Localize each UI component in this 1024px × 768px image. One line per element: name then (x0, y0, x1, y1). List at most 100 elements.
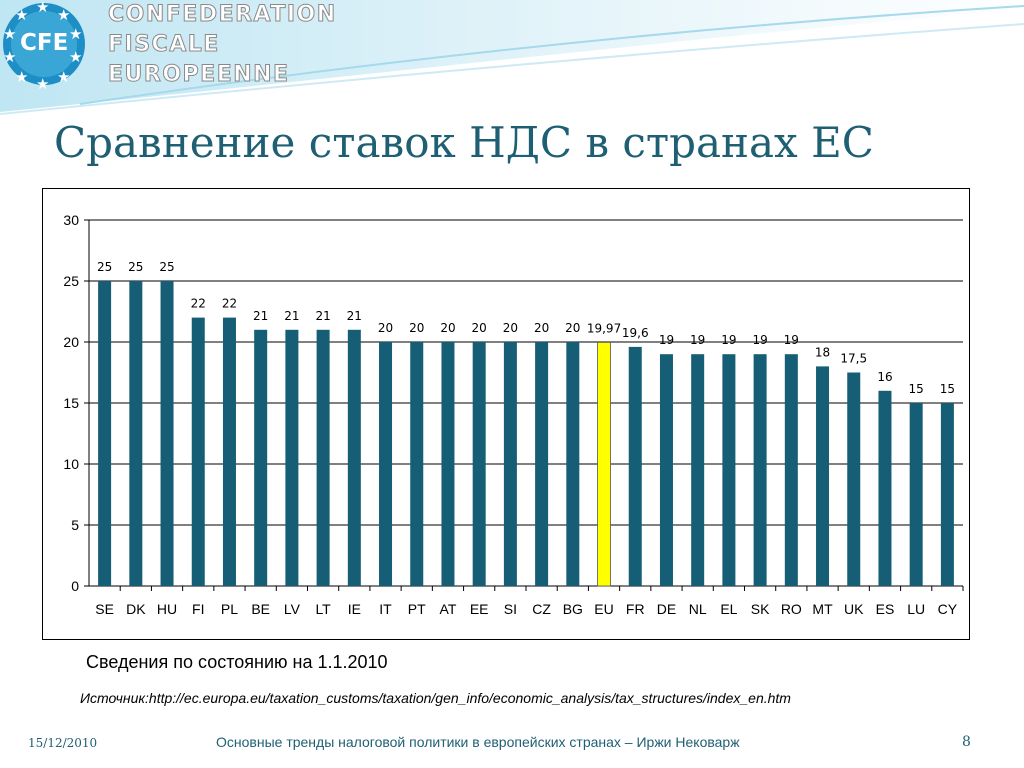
data-label-be: 21 (253, 309, 268, 323)
bar-cz (535, 342, 549, 586)
bar-it (379, 342, 393, 586)
x-tick-label-lt: LT (315, 601, 331, 617)
data-label-pl: 22 (222, 297, 237, 311)
chart-frame: 0 5 10 15 20 25 30 25 SE 25 DK 25 HU 22 FI 22 PL 21 BE 21 LV… (42, 188, 970, 640)
bar-mt (816, 366, 830, 586)
bar-sk (753, 354, 767, 586)
x-tick-label-fr: FR (626, 601, 645, 617)
x-tick-label-it: IT (379, 601, 392, 617)
data-label-de: 19 (659, 333, 674, 347)
x-tick-label-pl: PL (221, 601, 238, 617)
x-tick-label-fi: FI (192, 601, 204, 617)
slide-title: Сравнение ставок НДС в странах ЕС (54, 118, 874, 167)
x-tick-label-ie: IE (348, 601, 361, 617)
y-tick-label: 30 (63, 212, 79, 228)
x-tick-label-hu: HU (157, 601, 177, 617)
data-label-lv: 21 (284, 309, 299, 323)
cfe-logo-icon (3, 3, 85, 85)
x-tick-label-dk: DK (126, 601, 146, 617)
x-tick-label-mt: MT (812, 601, 833, 617)
y-tick-label: 5 (71, 517, 79, 533)
data-label-mt: 18 (815, 345, 830, 359)
x-tick-label-sk: SK (751, 601, 770, 617)
bar-at (441, 342, 455, 586)
bar-fi (191, 317, 205, 586)
x-tick-label-nl: NL (689, 601, 707, 617)
bar-hu (160, 281, 174, 586)
bar-nl (691, 354, 705, 586)
footer-date: 15/12/2010 (28, 736, 98, 750)
data-label-bg: 20 (565, 321, 580, 335)
cfe-logo-text: CFE (20, 30, 69, 56)
bar-pl (222, 317, 236, 586)
data-label-eu: 19,97 (587, 321, 621, 335)
x-tick-label-bg: BG (563, 601, 583, 617)
data-label-dk: 25 (128, 260, 143, 274)
x-tick-label-de: DE (657, 601, 676, 617)
x-tick-label-ro: RO (781, 601, 802, 617)
bar-be (254, 329, 268, 586)
bar-si (503, 342, 517, 586)
data-label-ie: 21 (347, 309, 362, 323)
data-label-sk: 19 (752, 333, 767, 347)
y-tick-label: 20 (63, 334, 79, 350)
data-label-at: 20 (440, 321, 455, 335)
x-tick-label-lv: LV (284, 601, 301, 617)
bar-fr (628, 346, 642, 586)
bar-uk (847, 372, 861, 586)
data-label-ee: 20 (472, 321, 487, 335)
bar-dk (129, 281, 143, 586)
bar-de (659, 354, 673, 586)
data-label-ro: 19 (784, 333, 799, 347)
org-name-line3: EUROPEENNE (108, 62, 290, 88)
data-label-uk: 17,5 (840, 352, 867, 366)
data-label-cy: 15 (940, 382, 955, 396)
data-label-lu: 15 (909, 382, 924, 396)
data-label-nl: 19 (690, 333, 705, 347)
x-tick-label-lu: LU (907, 601, 925, 617)
bar-es (878, 390, 892, 586)
y-tick-label: 25 (63, 273, 79, 289)
x-tick-label-el: EL (720, 601, 737, 617)
x-tick-label-cy: CY (938, 601, 958, 617)
x-tick-label-cz: CZ (532, 601, 551, 617)
x-tick-label-se: SE (95, 601, 114, 617)
bar-bg (566, 342, 580, 586)
data-label-it: 20 (378, 321, 393, 335)
source-note: Источник:http://ec.europa.eu/taxation_cu… (80, 690, 791, 706)
footer-text: Основные тренды налоговой политики в евр… (216, 734, 740, 750)
data-label-fi: 22 (191, 297, 206, 311)
bar-lv (285, 329, 299, 586)
vat-rate-bar-chart: 0 5 10 15 20 25 30 25 SE 25 DK 25 HU 22 FI 22 PL 21 BE 21 LV… (63, 212, 964, 617)
data-label-es: 16 (877, 370, 892, 384)
as-of-note: Сведения по состоянию на 1.1.2010 (86, 652, 388, 672)
org-name-line2: FISCALE (108, 32, 220, 58)
x-tick-label-ee: EE (470, 601, 489, 617)
data-label-cz: 20 (534, 321, 549, 335)
data-label-pt: 20 (409, 321, 424, 335)
data-label-si: 20 (503, 321, 518, 335)
x-tick-label-at: AT (440, 601, 457, 617)
x-tick-label-eu: EU (594, 601, 613, 617)
x-tick-label-be: BE (251, 601, 270, 617)
bar-ee (472, 342, 486, 586)
data-label-fr: 19,6 (622, 326, 649, 340)
page-number: 8 (962, 734, 971, 750)
bar-ro (784, 354, 798, 586)
bar-eu (597, 341, 611, 587)
org-name-line1: CONFEDERATION (108, 2, 337, 28)
header-decoration (0, 0, 1024, 115)
bar-lt (316, 329, 330, 586)
x-tick-label-es: ES (876, 601, 895, 617)
y-tick-label: 15 (63, 395, 79, 411)
bar-pt (410, 342, 424, 586)
bar-lu (909, 403, 923, 586)
data-label-lt: 21 (315, 309, 330, 323)
x-tick-label-pt: PT (408, 601, 426, 617)
bar-el (722, 354, 736, 586)
data-label-el: 19 (721, 333, 736, 347)
data-label-hu: 25 (159, 260, 174, 274)
x-tick-label-si: SI (504, 601, 517, 617)
y-tick-label: 10 (63, 456, 79, 472)
x-tick-label-uk: UK (844, 601, 864, 617)
